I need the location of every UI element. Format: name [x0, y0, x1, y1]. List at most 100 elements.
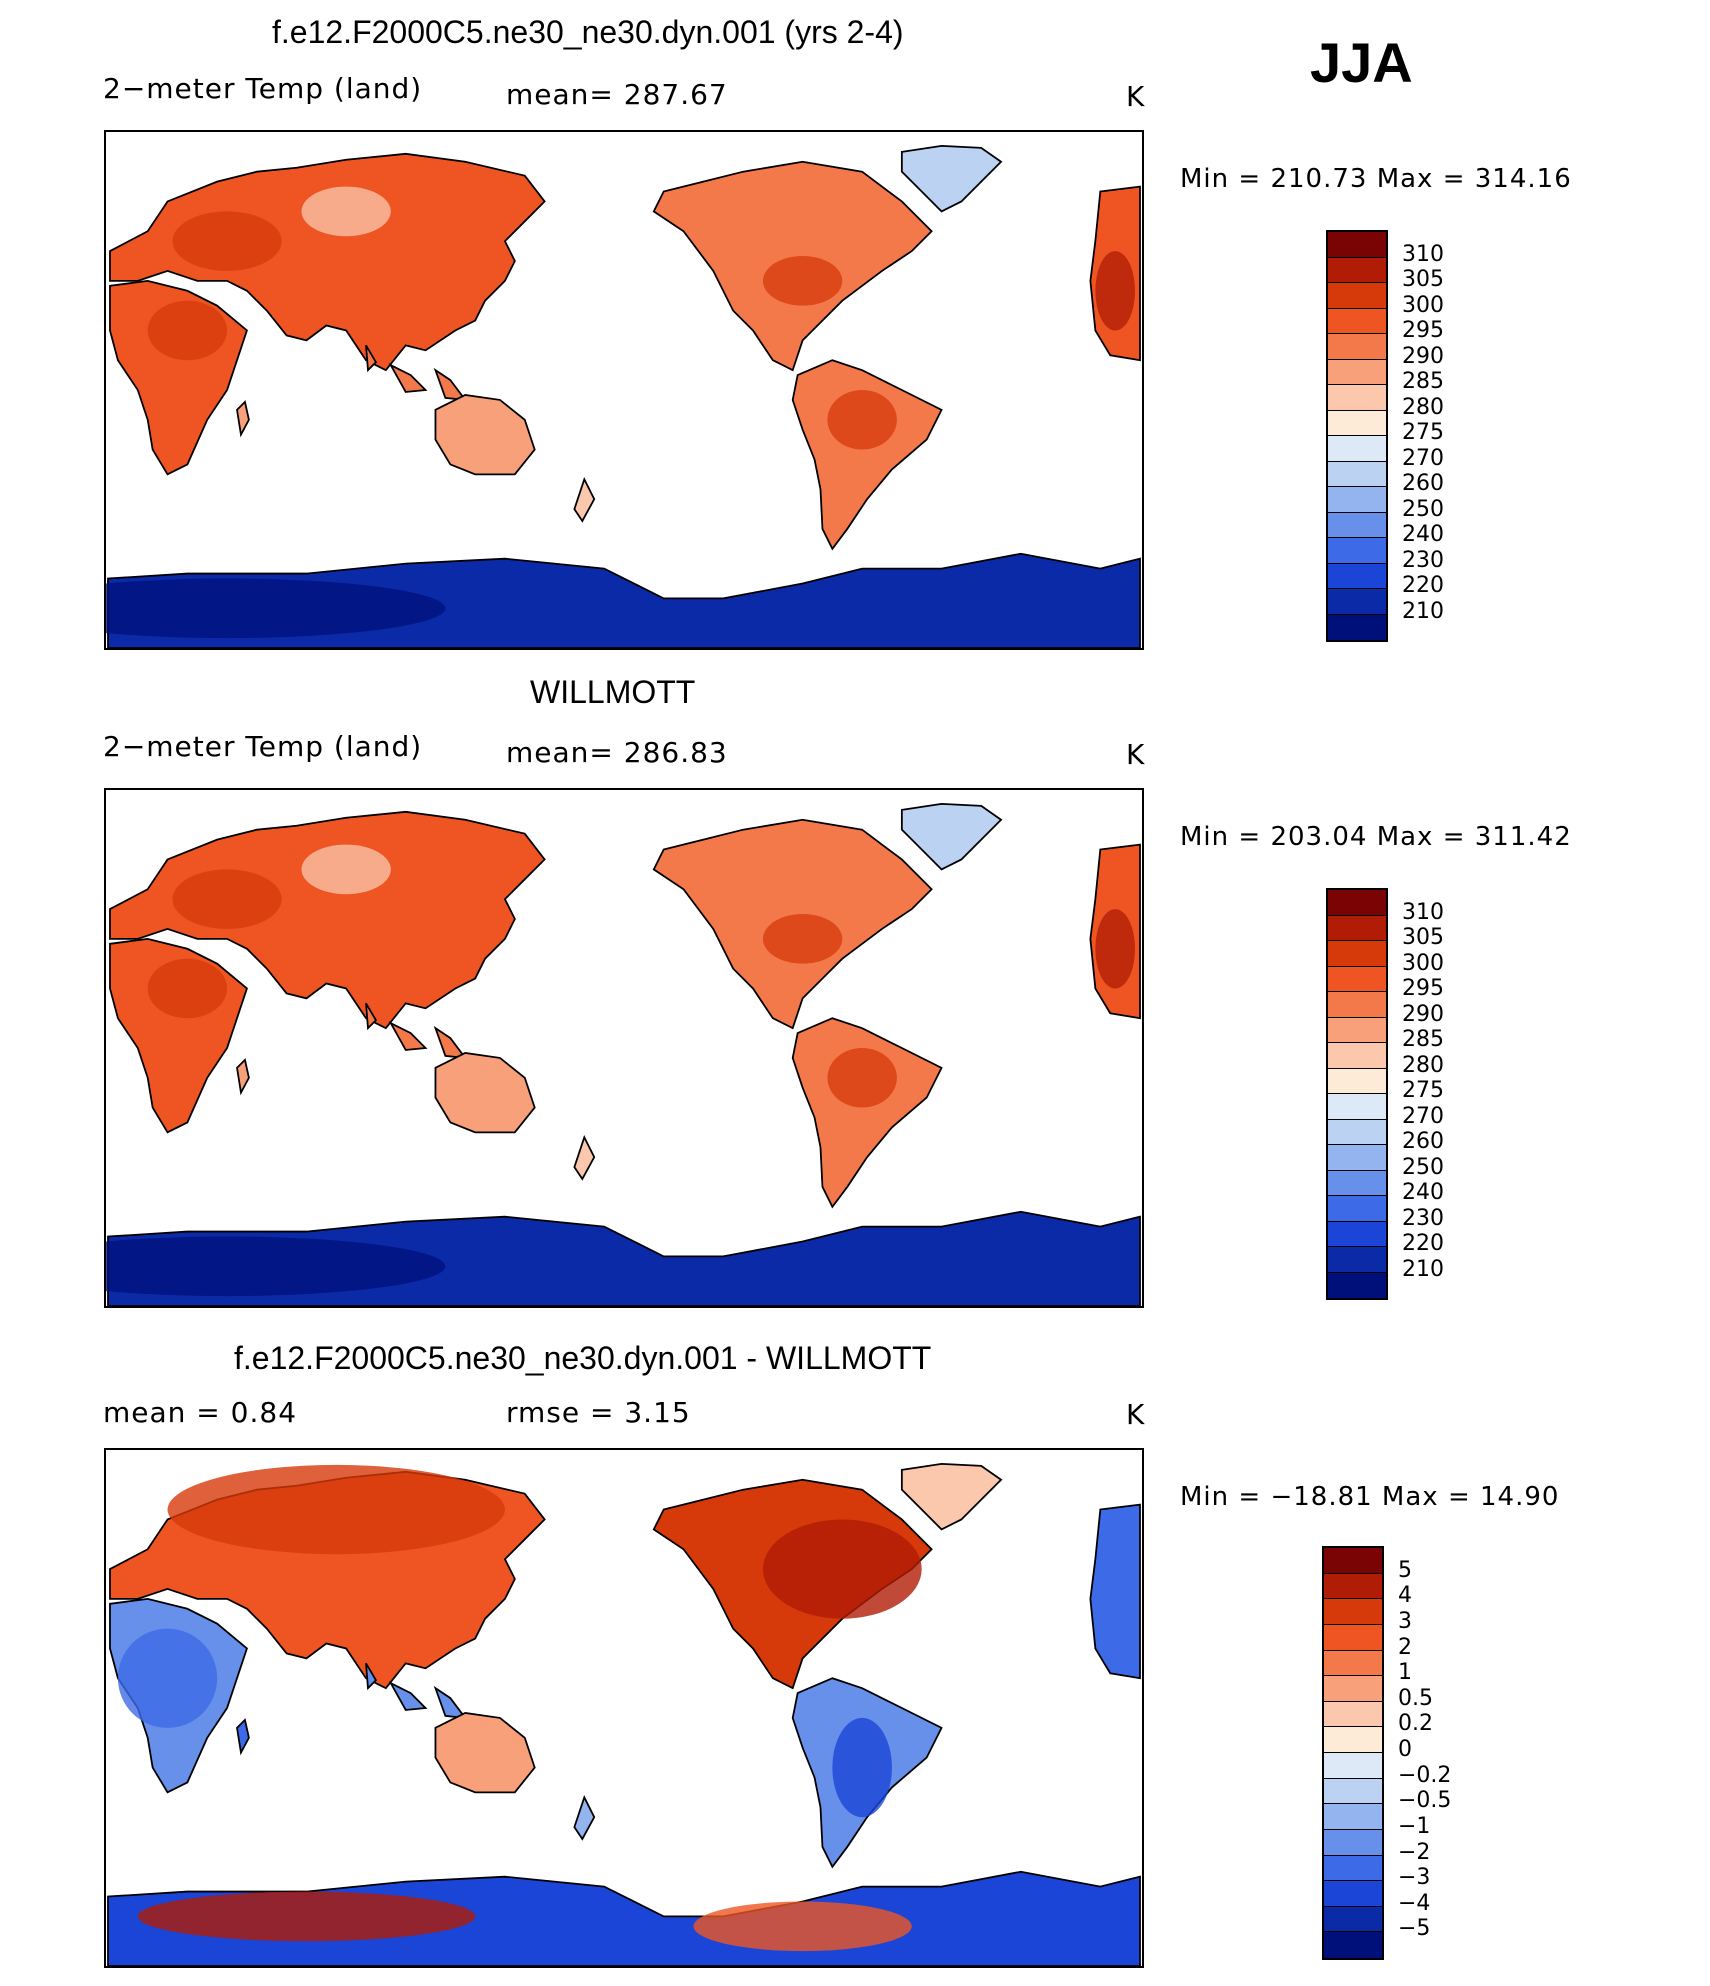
colorbar-swatch: [1328, 1145, 1386, 1171]
colorbar-tick-label: 285: [1402, 1027, 1444, 1052]
colorbar-tick-label: 0: [1398, 1737, 1412, 1762]
colorbar-swatch: [1324, 1676, 1382, 1702]
colorbar-tick-label: 3: [1398, 1608, 1412, 1634]
colorbar-swatch: [1328, 1170, 1386, 1196]
colorbar-swatch: [1324, 1650, 1382, 1677]
panel-3-colorbar: [1322, 1546, 1384, 1960]
colorbar-swatch: [1328, 915, 1386, 941]
colorbar-tick-label: 2: [1398, 1634, 1412, 1660]
field-anomaly: [1095, 909, 1136, 989]
colorbar-tick-label: 300: [1402, 292, 1444, 318]
land-region: [236, 400, 250, 438]
colorbar-swatch: [1328, 1094, 1386, 1120]
colorbar-tick-label: −0.2: [1398, 1762, 1452, 1788]
panel-1-title: f.e12.F2000C5.ne30_ne30.dyn.001 (yrs 2-4…: [272, 14, 904, 50]
colorbar-swatch: [1328, 890, 1386, 916]
colorbar-swatch: [1328, 1043, 1386, 1069]
field-anomaly: [167, 1464, 505, 1555]
panel-2-map: [104, 788, 1144, 1308]
colorbar-tick-label: 270: [1402, 1103, 1444, 1129]
colorbar-tick-label: 240: [1402, 1180, 1444, 1205]
colorbar-tick-label: 310: [1402, 241, 1444, 267]
colorbar-tick-label: 275: [1402, 1078, 1444, 1103]
field-anomaly: [832, 1717, 892, 1818]
colorbar-swatch: [1328, 436, 1386, 462]
panel-2-minmax: Min = 203.04 Max = 311.42: [1180, 822, 1572, 852]
colorbar-swatch: [1324, 1906, 1382, 1933]
colorbar-swatch: [1328, 1221, 1386, 1247]
colorbar-swatch: [1328, 487, 1386, 513]
colorbar-tick-label: 270: [1402, 445, 1444, 471]
colorbar-swatch: [1324, 1573, 1382, 1600]
map-canvas: [107, 1462, 1141, 1966]
panel-3-minmax: Min = −18.81 Max = 14.90: [1180, 1482, 1560, 1512]
colorbar-swatch: [1328, 257, 1386, 283]
colorbar-tick-label: 210: [1402, 598, 1444, 624]
field-anomaly: [106, 1236, 446, 1297]
colorbar-tick-label: 275: [1402, 420, 1444, 445]
colorbar-tick-label: 4: [1398, 1583, 1412, 1609]
panel-3-units-label: K: [1126, 1398, 1146, 1431]
colorbar-swatch: [1328, 563, 1386, 589]
colorbar-tick-label: 230: [1402, 547, 1444, 573]
panel-3-map: [104, 1448, 1144, 1968]
field-anomaly: [693, 1901, 912, 1952]
panel-2-colorbar: [1326, 888, 1388, 1300]
colorbar-swatch: [1324, 1727, 1382, 1753]
land-region: [900, 802, 1003, 871]
field-anomaly: [1095, 251, 1136, 331]
panel-1-units-label: K: [1126, 80, 1146, 113]
colorbar-tick-label: 280: [1402, 1052, 1444, 1078]
colorbar-tick-label: −0.5: [1398, 1788, 1452, 1814]
colorbar-swatch: [1328, 1272, 1386, 1298]
colorbar-tick-label: 300: [1402, 950, 1444, 976]
land-region: [434, 394, 536, 476]
panel-2-title: WILLMOTT: [530, 674, 696, 710]
panel-3-title: f.e12.F2000C5.ne30_ne30.dyn.001 - WILLMO…: [234, 1340, 932, 1376]
colorbar-tick-label: 250: [1402, 1154, 1444, 1180]
colorbar-swatch: [1328, 512, 1386, 538]
colorbar-swatch: [1328, 410, 1386, 436]
colorbar-tick-label: 1: [1398, 1660, 1412, 1686]
colorbar-tick-label: −4: [1398, 1890, 1431, 1916]
panel-2-variable-label: 2−meter Temp (land): [103, 730, 423, 763]
colorbar-tick-label: 260: [1402, 1129, 1444, 1154]
map-canvas: [106, 144, 1141, 648]
colorbar-swatch: [1328, 385, 1386, 411]
colorbar-swatch: [1324, 1932, 1382, 1958]
colorbar-tick-label: −3: [1398, 1865, 1431, 1891]
colorbar-tick-label: −5: [1398, 1916, 1431, 1942]
field-anomaly: [762, 256, 843, 306]
field-anomaly: [147, 300, 228, 361]
colorbar-tick-label: 290: [1402, 1001, 1444, 1027]
colorbar-swatch: [1328, 1017, 1386, 1043]
field-anomaly: [137, 1891, 476, 1942]
field-anomaly: [301, 844, 391, 895]
colorbar-swatch: [1328, 538, 1386, 564]
colorbar-tick-label: −2: [1398, 1839, 1431, 1865]
field-anomaly: [172, 211, 282, 271]
field-anomaly: [301, 186, 391, 237]
panel-1-map: [104, 130, 1144, 650]
colorbar-swatch: [1324, 1599, 1382, 1625]
colorbar-tick-label: 305: [1402, 925, 1444, 950]
field-anomaly: [172, 869, 282, 929]
panel-1-colorbar: [1326, 230, 1388, 642]
field-anomaly: [762, 914, 843, 964]
colorbar-tick-label: 240: [1402, 522, 1444, 547]
land-region: [791, 359, 943, 551]
land-region: [434, 1052, 536, 1134]
colorbar-tick-label: 220: [1402, 573, 1444, 598]
colorbar-tick-label: 280: [1402, 394, 1444, 420]
colorbar-tick-label: 220: [1402, 1231, 1444, 1256]
field-anomaly: [147, 958, 228, 1019]
panel-2-units-label: K: [1126, 738, 1146, 771]
colorbar-tick-label: 295: [1402, 976, 1444, 1001]
colorbar-swatch: [1328, 614, 1386, 640]
field-anomaly: [827, 1048, 897, 1108]
land-region: [573, 476, 596, 523]
colorbar-tick-label: 250: [1402, 496, 1444, 522]
panel-3-mean-label: mean = 0.84: [103, 1396, 298, 1429]
land-region: [900, 144, 1003, 213]
colorbar-swatch: [1328, 589, 1386, 615]
